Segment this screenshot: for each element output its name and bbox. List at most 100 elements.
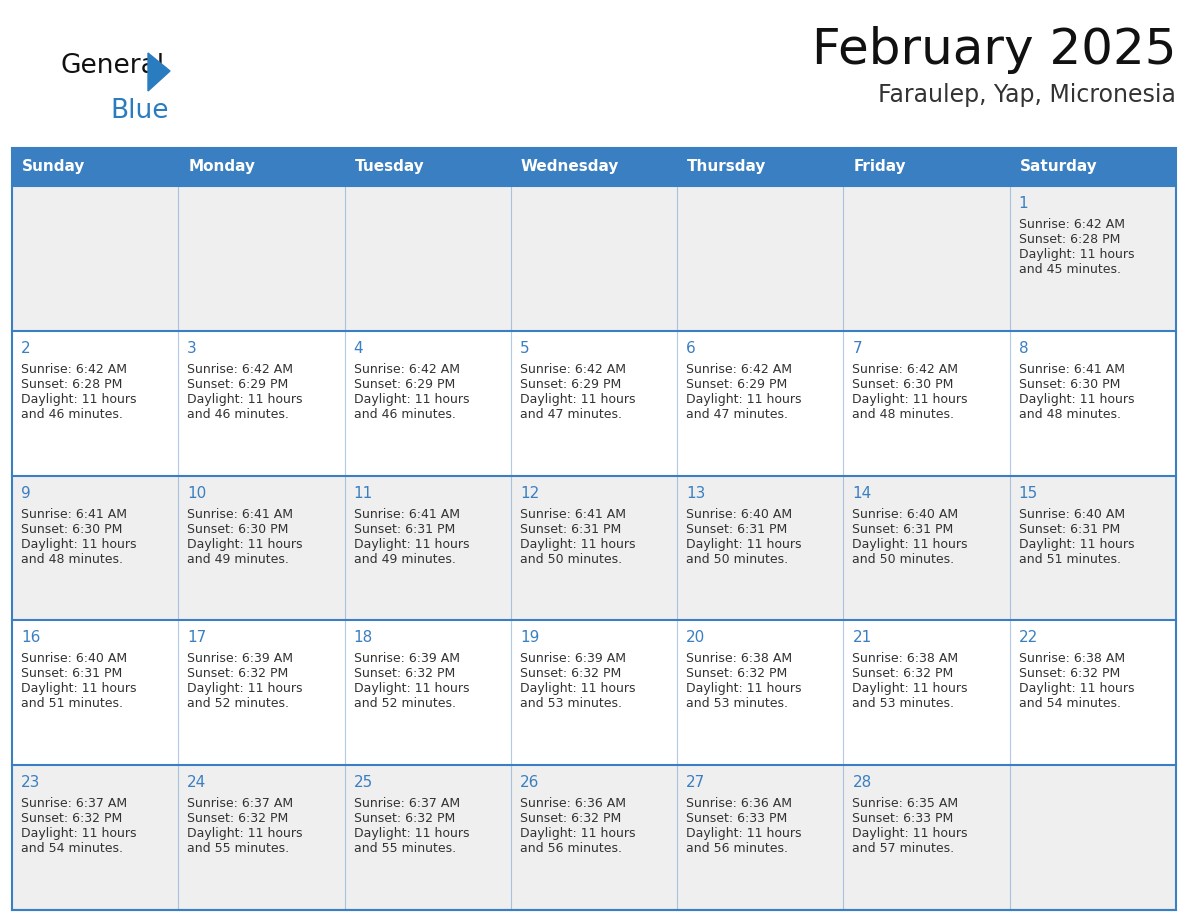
Text: Sunrise: 6:42 AM: Sunrise: 6:42 AM — [354, 363, 460, 375]
Text: Sunset: 6:32 PM: Sunset: 6:32 PM — [354, 667, 455, 680]
Text: Sunset: 6:32 PM: Sunset: 6:32 PM — [21, 812, 122, 825]
Text: Daylight: 11 hours: Daylight: 11 hours — [188, 538, 303, 551]
Text: and 53 minutes.: and 53 minutes. — [687, 698, 788, 711]
Text: Daylight: 11 hours: Daylight: 11 hours — [188, 682, 303, 696]
Text: Daylight: 11 hours: Daylight: 11 hours — [853, 827, 968, 840]
Text: Sunrise: 6:36 AM: Sunrise: 6:36 AM — [687, 797, 792, 811]
Text: Sunrise: 6:41 AM: Sunrise: 6:41 AM — [21, 508, 127, 521]
Text: Sunrise: 6:41 AM: Sunrise: 6:41 AM — [188, 508, 293, 521]
Text: and 48 minutes.: and 48 minutes. — [21, 553, 124, 565]
Text: Sunset: 6:32 PM: Sunset: 6:32 PM — [853, 667, 954, 680]
Text: Daylight: 11 hours: Daylight: 11 hours — [853, 682, 968, 696]
Text: 14: 14 — [853, 486, 872, 500]
Bar — [12, 148, 1176, 186]
Bar — [12, 186, 1176, 330]
Text: and 46 minutes.: and 46 minutes. — [188, 408, 289, 420]
Text: 5: 5 — [520, 341, 530, 356]
Text: 21: 21 — [853, 631, 872, 645]
Text: 28: 28 — [853, 775, 872, 790]
Text: and 54 minutes.: and 54 minutes. — [1019, 698, 1120, 711]
Text: Sunset: 6:31 PM: Sunset: 6:31 PM — [520, 522, 621, 535]
Text: Sunset: 6:32 PM: Sunset: 6:32 PM — [188, 812, 289, 825]
Text: 7: 7 — [853, 341, 862, 356]
Text: 20: 20 — [687, 631, 706, 645]
Text: Sunset: 6:31 PM: Sunset: 6:31 PM — [853, 522, 954, 535]
Text: Sunset: 6:32 PM: Sunset: 6:32 PM — [1019, 667, 1120, 680]
Text: Sunset: 6:30 PM: Sunset: 6:30 PM — [188, 522, 289, 535]
Bar — [12, 148, 1176, 910]
Text: Sunrise: 6:42 AM: Sunrise: 6:42 AM — [188, 363, 293, 375]
Bar — [12, 476, 1176, 621]
Text: 4: 4 — [354, 341, 364, 356]
Text: Saturday: Saturday — [1019, 160, 1098, 174]
Text: Daylight: 11 hours: Daylight: 11 hours — [687, 393, 802, 406]
Text: Wednesday: Wednesday — [520, 160, 619, 174]
Text: Monday: Monday — [188, 160, 255, 174]
Text: and 50 minutes.: and 50 minutes. — [687, 553, 789, 565]
Text: Daylight: 11 hours: Daylight: 11 hours — [21, 682, 137, 696]
Text: Sunset: 6:29 PM: Sunset: 6:29 PM — [687, 378, 788, 391]
Bar — [12, 766, 1176, 910]
Text: and 57 minutes.: and 57 minutes. — [853, 842, 954, 856]
Text: Daylight: 11 hours: Daylight: 11 hours — [354, 827, 469, 840]
Text: Sunrise: 6:37 AM: Sunrise: 6:37 AM — [354, 797, 460, 811]
Text: and 53 minutes.: and 53 minutes. — [853, 698, 954, 711]
Text: 16: 16 — [21, 631, 40, 645]
Text: Daylight: 11 hours: Daylight: 11 hours — [354, 538, 469, 551]
Text: Sunrise: 6:42 AM: Sunrise: 6:42 AM — [687, 363, 792, 375]
Text: 6: 6 — [687, 341, 696, 356]
Text: Sunset: 6:29 PM: Sunset: 6:29 PM — [188, 378, 289, 391]
Text: Sunset: 6:28 PM: Sunset: 6:28 PM — [1019, 233, 1120, 246]
Text: Sunset: 6:31 PM: Sunset: 6:31 PM — [1019, 522, 1120, 535]
Text: Daylight: 11 hours: Daylight: 11 hours — [520, 538, 636, 551]
Text: Sunset: 6:33 PM: Sunset: 6:33 PM — [687, 812, 788, 825]
Text: Sunset: 6:33 PM: Sunset: 6:33 PM — [853, 812, 954, 825]
Text: Friday: Friday — [853, 160, 906, 174]
Text: Sunset: 6:32 PM: Sunset: 6:32 PM — [188, 667, 289, 680]
Polygon shape — [148, 53, 170, 91]
Text: and 55 minutes.: and 55 minutes. — [354, 842, 456, 856]
Text: Sunset: 6:32 PM: Sunset: 6:32 PM — [354, 812, 455, 825]
Text: Daylight: 11 hours: Daylight: 11 hours — [687, 827, 802, 840]
Text: Sunrise: 6:42 AM: Sunrise: 6:42 AM — [520, 363, 626, 375]
Text: 11: 11 — [354, 486, 373, 500]
Text: Sunday: Sunday — [23, 160, 86, 174]
Text: 3: 3 — [188, 341, 197, 356]
Text: Sunset: 6:32 PM: Sunset: 6:32 PM — [520, 667, 621, 680]
Text: and 53 minutes.: and 53 minutes. — [520, 698, 621, 711]
Text: and 50 minutes.: and 50 minutes. — [853, 553, 954, 565]
Text: Faraulep, Yap, Micronesia: Faraulep, Yap, Micronesia — [878, 83, 1176, 107]
Text: Sunrise: 6:40 AM: Sunrise: 6:40 AM — [853, 508, 959, 521]
Text: 8: 8 — [1019, 341, 1029, 356]
Text: Daylight: 11 hours: Daylight: 11 hours — [354, 682, 469, 696]
Text: and 48 minutes.: and 48 minutes. — [853, 408, 954, 420]
Text: Sunset: 6:29 PM: Sunset: 6:29 PM — [520, 378, 621, 391]
Text: Sunrise: 6:42 AM: Sunrise: 6:42 AM — [1019, 218, 1125, 231]
Text: Sunrise: 6:36 AM: Sunrise: 6:36 AM — [520, 797, 626, 811]
Text: and 56 minutes.: and 56 minutes. — [520, 842, 621, 856]
Text: Thursday: Thursday — [687, 160, 766, 174]
Text: Daylight: 11 hours: Daylight: 11 hours — [188, 393, 303, 406]
Text: Sunrise: 6:40 AM: Sunrise: 6:40 AM — [1019, 508, 1125, 521]
Text: Sunrise: 6:40 AM: Sunrise: 6:40 AM — [21, 653, 127, 666]
Text: 17: 17 — [188, 631, 207, 645]
Text: and 52 minutes.: and 52 minutes. — [354, 698, 455, 711]
Text: Sunset: 6:30 PM: Sunset: 6:30 PM — [853, 378, 954, 391]
Text: Daylight: 11 hours: Daylight: 11 hours — [21, 827, 137, 840]
Text: Sunrise: 6:41 AM: Sunrise: 6:41 AM — [1019, 363, 1125, 375]
Text: and 46 minutes.: and 46 minutes. — [354, 408, 455, 420]
Text: and 47 minutes.: and 47 minutes. — [520, 408, 621, 420]
Text: Sunrise: 6:39 AM: Sunrise: 6:39 AM — [520, 653, 626, 666]
Text: and 52 minutes.: and 52 minutes. — [188, 698, 290, 711]
Text: Daylight: 11 hours: Daylight: 11 hours — [21, 393, 137, 406]
Text: February 2025: February 2025 — [811, 26, 1176, 74]
Text: and 46 minutes.: and 46 minutes. — [21, 408, 122, 420]
Text: Daylight: 11 hours: Daylight: 11 hours — [853, 538, 968, 551]
Text: Sunset: 6:28 PM: Sunset: 6:28 PM — [21, 378, 122, 391]
Text: Sunset: 6:31 PM: Sunset: 6:31 PM — [354, 522, 455, 535]
Text: Sunrise: 6:41 AM: Sunrise: 6:41 AM — [520, 508, 626, 521]
Text: 1: 1 — [1019, 196, 1029, 211]
Text: and 45 minutes.: and 45 minutes. — [1019, 263, 1120, 276]
Text: Sunrise: 6:37 AM: Sunrise: 6:37 AM — [188, 797, 293, 811]
Text: and 55 minutes.: and 55 minutes. — [188, 842, 290, 856]
